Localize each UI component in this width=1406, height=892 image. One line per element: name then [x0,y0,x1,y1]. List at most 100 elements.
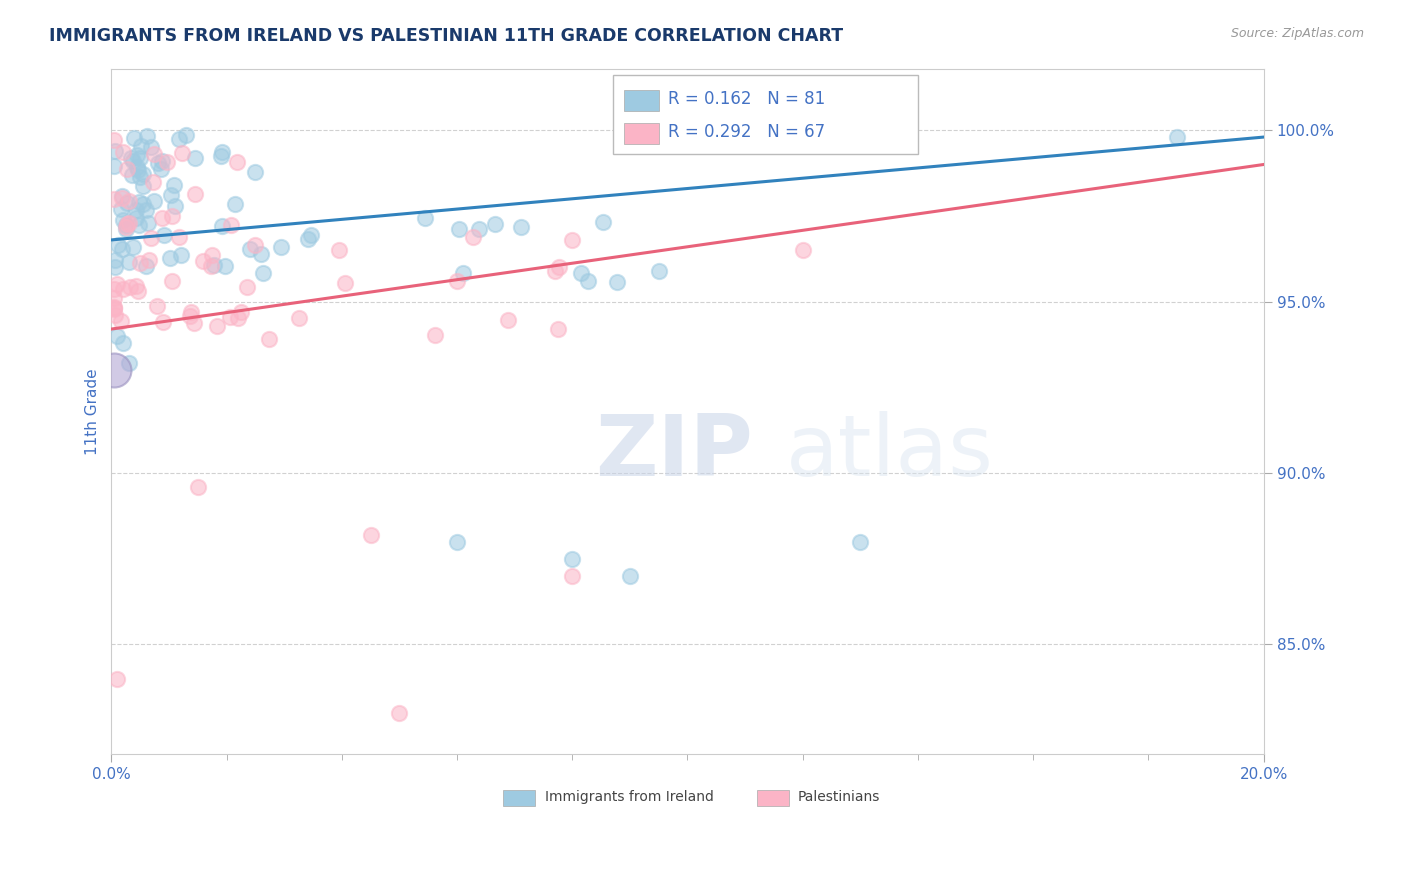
Point [160,274,183,288]
Text: Source: ZipAtlas.com: Source: ZipAtlas.com [1230,27,1364,40]
Point [138,253,160,268]
Y-axis label: 11th Grade: 11th Grade [86,368,100,455]
Point [125,147,148,161]
Point [619,569,641,583]
Point [413,211,436,225]
Point [142,175,165,189]
Text: R = 0.162   N = 81: R = 0.162 N = 81 [668,90,825,108]
Point [219,310,242,325]
Point [122,130,145,145]
Point [226,155,249,169]
Point [211,145,233,159]
Point [547,322,569,336]
Point [103,308,125,322]
Point [648,264,671,278]
Point [107,237,129,252]
Text: Palestinians: Palestinians [799,790,880,805]
Point [335,276,357,290]
Point [105,329,128,343]
Point [114,219,136,234]
Point [125,161,148,175]
Point [388,706,411,720]
Point [153,228,176,243]
Point [150,154,173,169]
Point [179,310,201,324]
Point [451,266,474,280]
Point [118,356,141,370]
Point [121,168,143,182]
Point [561,233,583,247]
Point [561,569,583,583]
Point [170,146,193,161]
Point [103,193,125,207]
Text: ZIP: ZIP [595,411,754,494]
Point [163,178,186,193]
Point [142,194,165,208]
Point [221,219,243,233]
Point [136,129,159,144]
Point [111,191,134,205]
Text: R = 0.292   N = 67: R = 0.292 N = 67 [668,122,825,141]
Point [576,274,599,288]
Point [360,527,382,541]
Point [152,315,174,329]
Point [184,151,207,165]
Point [231,305,253,319]
Point [214,259,236,273]
Point [112,213,135,227]
Point [167,229,190,244]
Point [200,260,222,274]
Point [159,188,181,202]
Point [156,155,179,169]
Point [447,222,470,236]
Point [249,247,271,261]
Point [468,222,491,236]
Point [299,228,322,243]
Point [211,219,233,234]
Point [561,551,583,566]
Point [105,277,128,292]
Point [423,328,446,343]
Point [103,133,125,147]
Point [103,301,125,316]
Point [139,140,162,154]
Point [122,153,145,168]
Point [496,313,519,327]
Point [120,280,142,294]
Point [118,254,141,268]
Point [118,216,141,230]
Point [252,266,274,280]
Point [128,218,150,232]
Bar [624,90,658,111]
Bar [503,790,536,805]
Point [287,311,309,326]
Bar [756,790,789,805]
Point [128,195,150,210]
Point [191,253,214,268]
Point [224,197,246,211]
Point [146,299,169,313]
Point [141,231,163,245]
Point [544,264,567,278]
Point [180,305,202,319]
Point [205,318,228,333]
Point [103,300,125,314]
Point [127,163,149,178]
Point [127,284,149,298]
Point [849,534,872,549]
Point [103,291,125,305]
Point [103,301,125,316]
Point [159,251,181,265]
Point [170,248,193,262]
Point [257,332,280,346]
Point [328,243,350,257]
Point [115,217,138,231]
Point [111,282,134,296]
Text: IMMIGRANTS FROM IRELAND VS PALESTINIAN 11TH GRADE CORRELATION CHART: IMMIGRANTS FROM IRELAND VS PALESTINIAN 1… [49,27,844,45]
Point [484,218,506,232]
Point [792,243,814,257]
Point [202,258,225,272]
Point [111,335,134,350]
Point [115,161,138,176]
Point [117,194,139,208]
